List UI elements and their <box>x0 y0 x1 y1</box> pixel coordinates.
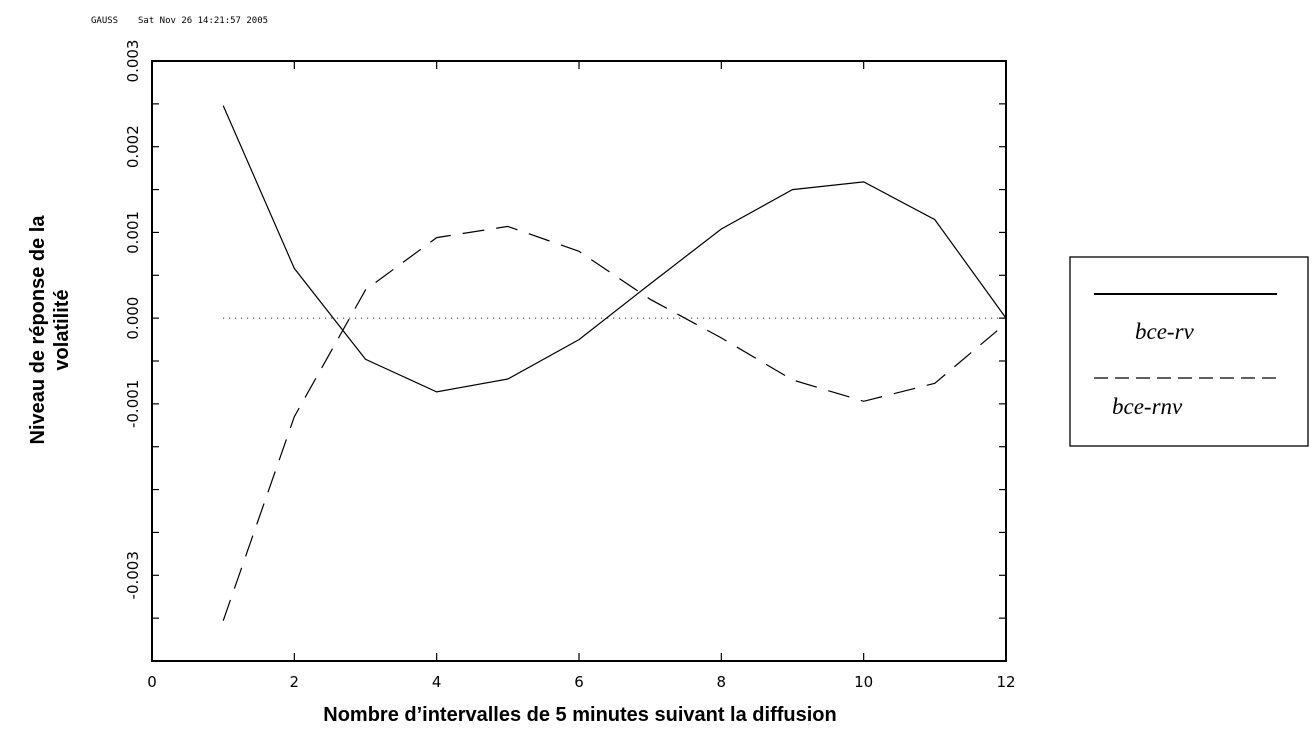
plot-frame <box>151 60 1007 662</box>
series-line-bce-rnv <box>222 225 1007 621</box>
x-tick-label: 10 <box>854 673 873 691</box>
x-tick-label: 12 <box>996 673 1015 691</box>
x-tick-label: 0 <box>147 673 157 691</box>
y-tick-label: -0.003 <box>124 551 142 599</box>
x-tick-label: 4 <box>432 673 442 691</box>
x-tick-label: 2 <box>290 673 300 691</box>
axis-ticks <box>151 60 1007 662</box>
y-tick-label: -0.001 <box>124 380 142 428</box>
x-tick-label: 8 <box>717 673 727 691</box>
y-tick-label: 0.001 <box>124 211 142 254</box>
y-tick-label: 0.002 <box>124 125 142 168</box>
plot-area <box>151 60 1007 662</box>
series-line-bce-rv <box>222 105 1007 393</box>
legend-label-bce-rnv: bce-rnv <box>1112 394 1183 419</box>
tick-labels: 0 2 4 6 8 10 12 0.003 0.002 0.001 0.000 -0.001 -0.00… <box>124 40 1016 691</box>
y-axis-title-line-1: Niveau de réponse de la <box>27 215 49 445</box>
header-program: GAUSS <box>91 16 118 26</box>
x-tick-label: 6 <box>574 673 584 691</box>
header-timestamp: Sat Nov 26 14:21:57 2005 <box>138 16 268 26</box>
legend-label-bce-rv: bce-rv <box>1135 319 1195 344</box>
y-tick-label: 0.003 <box>124 40 142 83</box>
y-axis-title: Niveau de réponse de la volatilité <box>27 215 73 445</box>
legend: bce-rv bce-rnv <box>1069 256 1309 447</box>
legend-box <box>1069 256 1309 447</box>
y-tick-label: 0.000 <box>124 297 142 340</box>
x-axis-title: Nombre d’intervalles de 5 minutes suivan… <box>323 704 836 726</box>
series-lines <box>222 105 1007 621</box>
y-axis-title-line-2: volatilité <box>51 289 73 370</box>
